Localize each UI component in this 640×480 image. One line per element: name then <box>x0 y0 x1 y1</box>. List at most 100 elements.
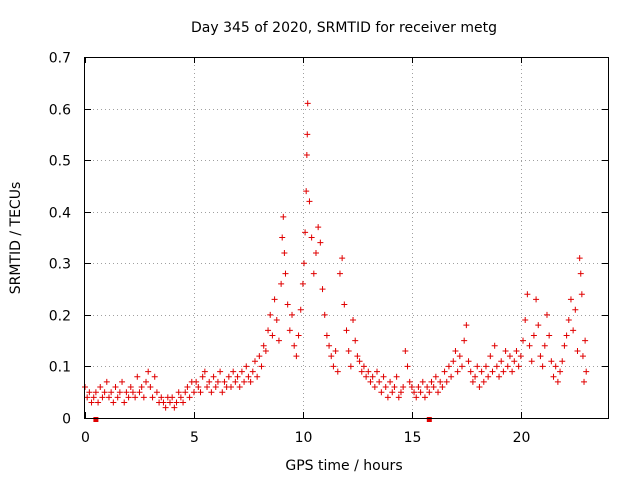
data-point <box>502 347 509 354</box>
data-point <box>236 384 243 391</box>
data-point <box>177 394 184 401</box>
data-point <box>578 291 585 298</box>
data-point <box>175 389 182 396</box>
data-point <box>241 378 248 385</box>
data-point <box>570 327 577 334</box>
data-point <box>356 358 363 365</box>
data-point <box>108 389 115 396</box>
data-point <box>190 389 197 396</box>
data-point <box>572 306 579 313</box>
data-point <box>280 213 287 220</box>
data-point <box>328 353 335 360</box>
data-point <box>180 399 187 406</box>
data-point <box>151 373 158 380</box>
data-point <box>487 353 494 360</box>
data-point <box>437 378 444 385</box>
data-point <box>374 368 381 375</box>
data-point <box>214 378 221 385</box>
data-point <box>136 389 143 396</box>
data-point <box>138 384 145 391</box>
data-point <box>195 384 202 391</box>
data-point <box>491 342 498 349</box>
data-point <box>281 249 288 256</box>
data-point <box>301 260 308 267</box>
data-point <box>411 389 418 396</box>
data-point <box>469 378 476 385</box>
data-point <box>129 389 136 396</box>
data-point <box>450 358 457 365</box>
data-point <box>332 347 339 354</box>
data-point <box>517 353 524 360</box>
data-point <box>493 363 500 370</box>
data-point <box>480 378 487 385</box>
grid-lines <box>85 57 608 418</box>
data-point <box>557 368 564 375</box>
data-point <box>430 384 437 391</box>
data-point <box>574 347 581 354</box>
data-point <box>334 368 341 375</box>
data-point <box>173 399 180 406</box>
data-point <box>221 378 228 385</box>
data-point <box>506 353 513 360</box>
bottom-marker <box>93 417 99 422</box>
data-point <box>99 394 106 401</box>
data-point <box>522 317 529 324</box>
data-point <box>365 368 372 375</box>
data-point <box>245 373 252 380</box>
data-point <box>402 347 409 354</box>
data-point <box>404 363 411 370</box>
y-tick-label: 0.1 <box>49 360 71 376</box>
data-point <box>90 394 97 401</box>
data-point <box>197 389 204 396</box>
data-point <box>526 342 533 349</box>
data-point <box>382 384 389 391</box>
data-point <box>149 394 156 401</box>
data-point <box>504 363 511 370</box>
data-point <box>299 280 306 287</box>
data-point <box>546 332 553 339</box>
data-point <box>463 322 470 329</box>
data-point <box>249 368 256 375</box>
data-point <box>317 239 324 246</box>
data-point <box>435 389 442 396</box>
data-point <box>282 270 289 277</box>
data-point <box>295 332 302 339</box>
data-point <box>380 373 387 380</box>
data-point <box>119 378 126 385</box>
data-point <box>389 389 396 396</box>
data-point <box>441 368 448 375</box>
data-point <box>127 384 134 391</box>
data-point <box>297 306 304 313</box>
data-point <box>326 342 333 349</box>
data-point <box>467 368 474 375</box>
data-point <box>567 296 574 303</box>
data-point <box>121 399 128 406</box>
data-point <box>413 394 420 401</box>
data-point <box>548 358 555 365</box>
x-tick-label: 20 <box>513 430 531 446</box>
data-point <box>284 301 291 308</box>
data-point <box>330 363 337 370</box>
data-point <box>358 368 365 375</box>
data-point <box>308 234 315 241</box>
data-point <box>304 131 311 138</box>
data-point <box>145 368 152 375</box>
data-point <box>376 378 383 385</box>
data-point <box>97 384 104 391</box>
data-point <box>88 399 95 406</box>
data-point <box>581 378 588 385</box>
bottom-marker <box>426 417 432 422</box>
data-point <box>293 353 300 360</box>
data-point <box>448 373 455 380</box>
data-point <box>323 332 330 339</box>
data-point <box>258 363 265 370</box>
x-tick-label: 5 <box>190 430 199 446</box>
data-point <box>577 270 584 277</box>
data-point <box>583 368 590 375</box>
data-point <box>182 389 189 396</box>
data-point <box>454 368 461 375</box>
data-point <box>559 358 566 365</box>
data-point <box>498 358 505 365</box>
data-point <box>352 337 359 344</box>
